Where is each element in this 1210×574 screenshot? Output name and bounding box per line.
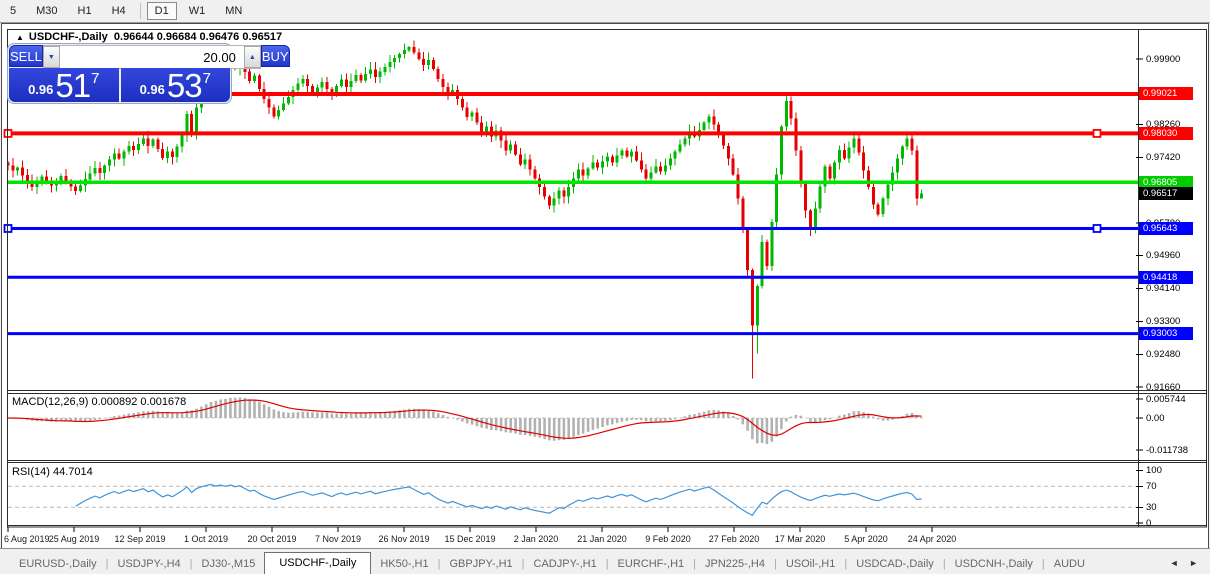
volume-input[interactable] [59,46,244,68]
tab-audu[interactable]: AUDU [1053,558,1085,570]
tab-dj30-m15[interactable]: DJ30-,M15 [201,558,256,570]
tab-divider: | [844,558,848,570]
price-badge-0.93003: 0.93003 [1139,327,1193,341]
timeframe-button-m30[interactable]: M30 [36,5,58,17]
sell-button[interactable]: SELL [9,45,43,67]
date-axis-label: 6 Aug 2019 [4,534,50,544]
rsi-label: RSI(14) 44.7014 [12,466,93,478]
date-axis-label: 7 Nov 2019 [314,534,362,544]
date-axis-label: 27 Feb 2020 [708,534,760,544]
tab-usdchf-daily[interactable]: USDCHF-,Daily [264,552,372,574]
volume-decrease-icon[interactable]: ▼ [42,46,60,68]
date-axis-label: 24 Apr 2020 [907,534,957,544]
date-axis-label: 21 Jan 2020 [577,534,627,544]
timeframe-button-5[interactable]: 5 [10,5,17,17]
chart-tab-bar: EURUSD-,Daily | USDJPY-,H4 | DJ30-,M15 USDCHF… [0,548,1210,574]
rsi-axis-label: 0 [1146,517,1152,529]
volume-spinner: ▼ ▲ [42,45,261,69]
timeframe-button-h4[interactable]: H4 [111,5,126,17]
symbol-title: USDCHF-,Daily [28,31,108,43]
tab-usdjpy-h4[interactable]: USDJPY-,H4 [117,558,181,570]
price-badge-0.95643: 0.95643 [1139,221,1193,235]
date-axis-label: 26 Nov 2019 [378,534,430,544]
timeframe-toolbar: 5 M30 H1 H4 D1 W1 MN [0,0,1210,23]
price-axis-label: 0.93300 [1146,316,1181,328]
price-badge-0.98030: 0.98030 [1139,126,1193,140]
date-axis-label: 9 Feb 2020 [645,534,691,544]
chart-title: ▲ USDCHF-,Daily 0.96644 0.96684 0.96476 0… [16,31,282,43]
tab-gbpjpy-h1[interactable]: GBPJPY-,H1 [449,558,513,570]
date-axis-label: 25 Aug 2019 [48,534,100,544]
price-badge-0.99021: 0.99021 [1139,87,1193,101]
tab-usdcad-daily[interactable]: USDCAD-,Daily [856,558,934,570]
price-badge-0.96517: 0.96517 [1139,187,1193,201]
timeframe-button-w1[interactable]: W1 [188,5,206,17]
ohlc-values: 0.96644 0.96684 0.96476 0.96517 [113,31,283,43]
date-axis-label: 2 Jan 2020 [513,534,559,544]
date-axis-label: 5 Apr 2020 [844,534,888,544]
sell-price-small: 0.96 [28,82,54,97]
macd-axis-label: 0.00 [1146,412,1165,424]
sell-price-sup: 7 [91,70,100,87]
rsi-axis-label: 30 [1146,501,1157,513]
date-axis-label: 20 Oct 2019 [247,534,297,544]
tab-usoil-h1[interactable]: USOil-,H1 [785,558,836,570]
tab-divider: | [437,558,441,570]
tab-cadjpy-h1[interactable]: CADJPY-,H1 [533,558,597,570]
tab-divider: | [693,558,697,570]
buy-price-big: 53 [166,67,203,104]
buy-price-display[interactable]: 0.96 53 7 [120,67,230,104]
tab-scroll-arrows[interactable]: ◄ ► [1169,558,1202,568]
one-click-trading-panel: SELL ▼ ▲ BUY 0.96 51 7 0.96 53 7 [7,43,290,104]
tab-divider: | [105,558,109,570]
tab-divider: | [521,558,525,570]
tab-jpn225-h4[interactable]: JPN225-,H4 [705,558,765,570]
volume-increase-icon[interactable]: ▲ [243,46,261,68]
macd-axis-label: -0.011738 [1146,444,1189,456]
timeframe-button-d1[interactable]: D1 [146,2,177,20]
price-axis-label: 0.97420 [1146,152,1181,164]
price-axis-label: 0.99900 [1146,53,1181,65]
tab-usdcnh-daily[interactable]: USDCNH-,Daily [954,558,1033,570]
buy-button[interactable]: BUY [260,45,290,67]
date-axis-label: 12 Sep 2019 [114,534,166,544]
tab-eurusd-daily[interactable]: EURUSD-,Daily [19,558,97,570]
sell-price-display[interactable]: 0.96 51 7 [9,68,119,102]
buy-price-small: 0.96 [139,82,165,97]
tab-divider: | [773,558,777,570]
price-badge-0.94418: 0.94418 [1139,270,1193,284]
tab-divider: | [1041,558,1045,570]
macd-label: MACD(12,26,9) 0.000892 0.001678 [12,396,187,408]
rsi-axis-label: 70 [1146,480,1157,492]
date-axis-label: 15 Dec 2019 [444,534,496,544]
timeframe-button-h1[interactable]: H1 [77,5,92,17]
tab-hk50-h1[interactable]: HK50-,H1 [380,558,429,570]
price-axis-label: 0.94140 [1146,282,1181,294]
date-axis-label: 1 Oct 2019 [183,534,229,544]
sell-price-big: 51 [55,67,91,104]
tab-divider: | [605,558,609,570]
buy-price-sup: 7 [202,70,211,87]
price-axis-label: 0.94960 [1146,250,1181,262]
price-axis-label: 0.91660 [1146,381,1181,393]
tab-eurchf-h1[interactable]: EURCHF-,H1 [617,558,685,570]
macd-axis-label: 0.005744 [1146,393,1186,405]
collapse-panel-icon[interactable]: ▲ [16,33,24,42]
timeframe-button-mn[interactable]: MN [225,5,243,17]
date-axis-label: 17 Mar 2020 [774,534,826,544]
tab-divider: | [942,558,946,570]
price-axis-label: 0.92480 [1146,348,1181,360]
toolbar-separator [139,3,141,19]
tab-divider: | [189,558,193,570]
rsi-axis-label: 100 [1146,465,1162,476]
